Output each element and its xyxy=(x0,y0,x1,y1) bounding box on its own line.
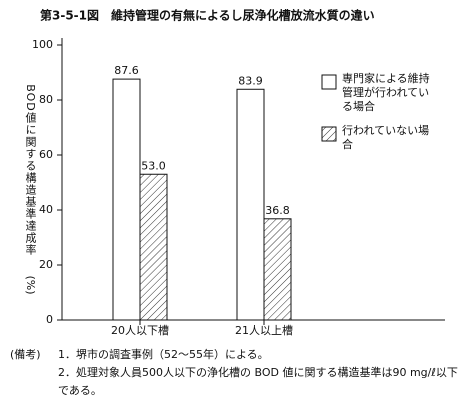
value-label: 53.0 xyxy=(141,159,166,172)
note: 2．処理対象人員500人以下の浄化槽の BOD 値に関する構造基準は90 mg/… xyxy=(58,366,458,397)
legend-swatch xyxy=(321,74,337,90)
y-tick-label: 60 xyxy=(39,148,53,161)
x-tick-label: 21人以上槽 xyxy=(235,324,293,337)
y-axis-label: BOD値に関する構造基準達成率 xyxy=(24,84,37,255)
y-tick-label: 20 xyxy=(39,258,53,271)
y-axis-unit: (%) xyxy=(24,275,37,294)
value-label: 83.9 xyxy=(238,74,263,87)
value-label: 87.6 xyxy=(114,64,139,77)
bar xyxy=(112,78,141,321)
y-tick-label: 0 xyxy=(46,313,53,326)
note: 1．堺市の調査事例（52～55年）による。 xyxy=(58,347,269,361)
notes-label: (備考) xyxy=(10,348,41,361)
legend-entry: 専門家による維持管理が行われている場合 xyxy=(342,72,430,113)
y-tick-label: 80 xyxy=(39,93,53,106)
chart-title: 第3-5-1図 維持管理の有無によるし尿浄化槽放流水質の違い xyxy=(40,8,375,23)
y-tick-label: 40 xyxy=(39,203,53,216)
legend-swatch xyxy=(321,126,337,142)
bar xyxy=(139,173,168,321)
bar xyxy=(263,218,292,321)
legend-entry: 行われていない場合 xyxy=(342,124,430,151)
bar xyxy=(236,88,265,321)
value-label: 36.8 xyxy=(265,204,290,217)
note-wrap: 2．処理対象人員500人以下の浄化槽の BOD 値に関する構造基準は90 mg/… xyxy=(58,366,458,397)
legend-label: 行われていない場合 xyxy=(342,124,430,151)
x-tick-label: 20人以下槽 xyxy=(111,324,169,337)
legend-label: 専門家による維持管理が行われている場合 xyxy=(342,72,430,113)
y-tick-label: 100 xyxy=(32,38,53,51)
